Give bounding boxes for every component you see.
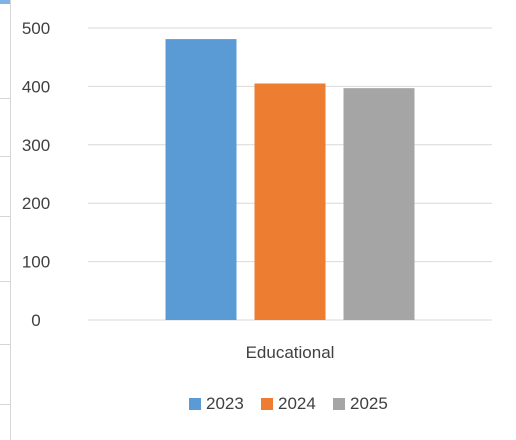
cell-line (0, 344, 10, 345)
y-tick-label: 100 (22, 253, 50, 272)
y-tick-label: 400 (22, 77, 50, 96)
legend-label-2025: 2025 (350, 394, 388, 413)
legend-swatch-2024 (261, 398, 273, 410)
bar-2025 (343, 88, 415, 320)
y-axis-tick-labels: 0 100 200 300 400 500 (22, 19, 50, 330)
spreadsheet-edge (0, 0, 11, 440)
legend-swatch-2025 (333, 398, 345, 410)
y-tick-label: 0 (31, 311, 40, 330)
y-tick-label: 200 (22, 194, 50, 213)
bar-2023 (165, 39, 237, 320)
legend-swatch-2023 (189, 398, 201, 410)
cell-line (0, 281, 10, 282)
bars (165, 39, 415, 320)
cell-selection-accent (0, 0, 10, 4)
cell-line (0, 98, 10, 99)
x-axis-category-labels: Educational (246, 343, 335, 362)
legend-label-2024: 2024 (278, 394, 316, 413)
y-tick-label: 300 (22, 136, 50, 155)
cell-line (0, 156, 10, 157)
y-tick-label: 500 (22, 19, 50, 38)
bar-2024 (254, 83, 326, 320)
cell-line (0, 216, 10, 217)
legend: 2023 2024 2025 (189, 394, 388, 413)
legend-label-2023: 2023 (206, 394, 244, 413)
cell-line (0, 404, 10, 405)
x-category-label: Educational (246, 343, 335, 362)
